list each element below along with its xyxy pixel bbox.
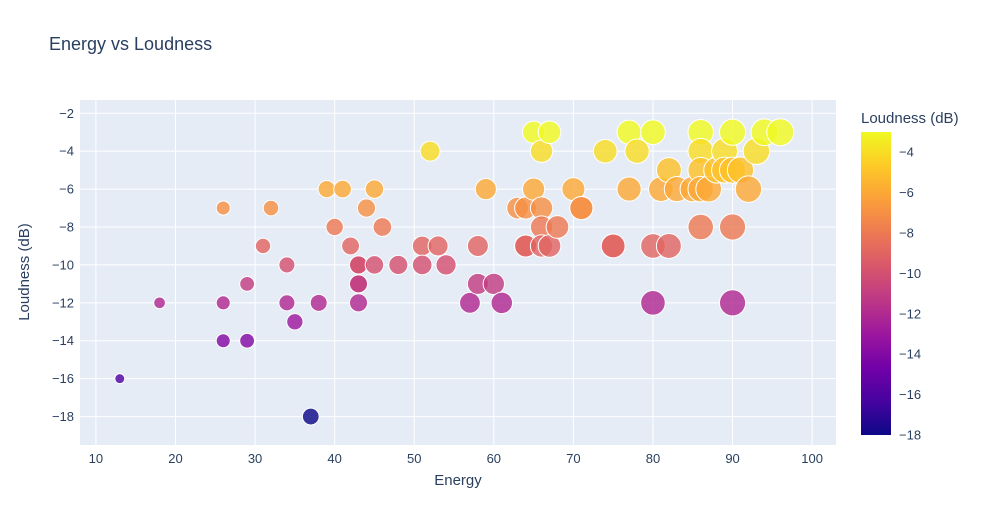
- scatter-point: [153, 296, 166, 310]
- scatter-point: [114, 373, 126, 385]
- scatter-point: [592, 138, 618, 164]
- scatter-point: [215, 295, 231, 311]
- x-tick-label: 50: [407, 451, 421, 466]
- colorbar-title: Loudness (dB): [861, 110, 959, 127]
- y-tick-label: −6: [59, 182, 74, 197]
- y-tick-label: −10: [52, 257, 74, 272]
- scatter-point: [474, 178, 497, 201]
- scatter-point: [411, 254, 433, 276]
- y-tick-label: −18: [52, 409, 74, 424]
- x-tick-label: 60: [487, 451, 501, 466]
- scatter-point: [459, 291, 481, 314]
- scatter-point: [734, 175, 763, 203]
- x-tick-label: 40: [327, 451, 341, 466]
- scatter-point: [640, 119, 666, 146]
- scatter-point: [687, 213, 714, 241]
- x-tick-label: 10: [89, 451, 103, 466]
- scatter-point: [364, 255, 385, 275]
- scatter-point: [356, 198, 377, 218]
- scatter-point: [435, 254, 457, 276]
- scatter-point: [766, 118, 795, 147]
- scatter-point: [325, 217, 344, 237]
- colorbar-bar: [861, 132, 891, 435]
- scatter-point: [262, 199, 280, 217]
- scatter-point: [718, 118, 747, 146]
- scatter-point: [348, 293, 369, 313]
- scatter-point: [372, 217, 393, 237]
- scatter-point: [317, 179, 336, 199]
- colorbar-tick-label: −4: [899, 145, 914, 160]
- scatter-point: [215, 333, 231, 349]
- y-tick-label: −8: [59, 220, 74, 235]
- scatter-point: [286, 313, 304, 331]
- scatter-point: [254, 237, 272, 255]
- scatter-point: [490, 291, 514, 315]
- colorbar-tick-label: −8: [899, 226, 914, 241]
- scatter-point: [545, 215, 570, 239]
- x-tick-label: 90: [725, 451, 739, 466]
- scatter-point: [718, 213, 747, 241]
- scatter-point: [239, 332, 256, 349]
- colorbar-tick-label: −16: [899, 387, 921, 402]
- colorbar-tick-label: −10: [899, 266, 921, 281]
- y-tick-label: −14: [52, 333, 74, 348]
- scatter-point: [600, 233, 626, 259]
- data-points: [114, 118, 795, 426]
- colorbar: Loudness (dB) −4 −6 −8 −10 −12 −14 −16 −18: [861, 110, 959, 443]
- colorbar-tick-label: −12: [899, 306, 921, 321]
- scatter-point: [278, 256, 296, 274]
- x-tick-label: 70: [566, 451, 580, 466]
- x-axis-title: Energy: [434, 472, 482, 489]
- y-tick-label: −16: [52, 371, 74, 386]
- scatter-point: [537, 120, 562, 145]
- x-tick-label: 20: [168, 451, 182, 466]
- scatter-point: [333, 179, 352, 199]
- x-tick-label: 100: [801, 451, 823, 466]
- scatter-point: [239, 275, 256, 292]
- y-tick-label: −2: [59, 106, 74, 121]
- scatter-point: [655, 232, 682, 259]
- scatter-point: [301, 407, 320, 426]
- colorbar-tick-label: −6: [899, 185, 914, 200]
- y-tick-label: −12: [52, 295, 74, 310]
- scatter-point: [309, 293, 328, 312]
- colorbar-tick-label: −18: [899, 428, 921, 443]
- scatter-point: [427, 235, 449, 257]
- scatter-point: [278, 294, 296, 312]
- scatter-point: [419, 140, 441, 162]
- chart-title: Energy vs Loudness: [49, 34, 212, 54]
- scatter-point: [482, 272, 505, 296]
- scatter-point: [466, 234, 489, 257]
- scatter-point: [718, 289, 747, 317]
- axis-ticks: 10 20 30 40 50 60 70 80 90 100 −2 −4 −6 −8 −10 −12 −14 −1…: [52, 106, 823, 466]
- scatter-point: [341, 236, 360, 256]
- y-axis-title: Loudness (dB): [16, 223, 33, 321]
- x-tick-label: 30: [248, 451, 262, 466]
- scatter-point: [388, 254, 409, 275]
- scatter-point: [348, 274, 369, 294]
- colorbar-ticks: −4 −6 −8 −10 −12 −14 −16 −18: [899, 145, 921, 443]
- scatter-point: [616, 176, 642, 202]
- scatter-point: [215, 200, 231, 216]
- scatter-point: [624, 138, 650, 164]
- colorbar-tick-label: −14: [899, 347, 921, 362]
- scatter-point: [640, 290, 666, 316]
- scatter-point: [569, 195, 594, 221]
- x-tick-label: 80: [646, 451, 660, 466]
- y-tick-label: −4: [59, 144, 74, 159]
- scatter-point: [364, 179, 385, 199]
